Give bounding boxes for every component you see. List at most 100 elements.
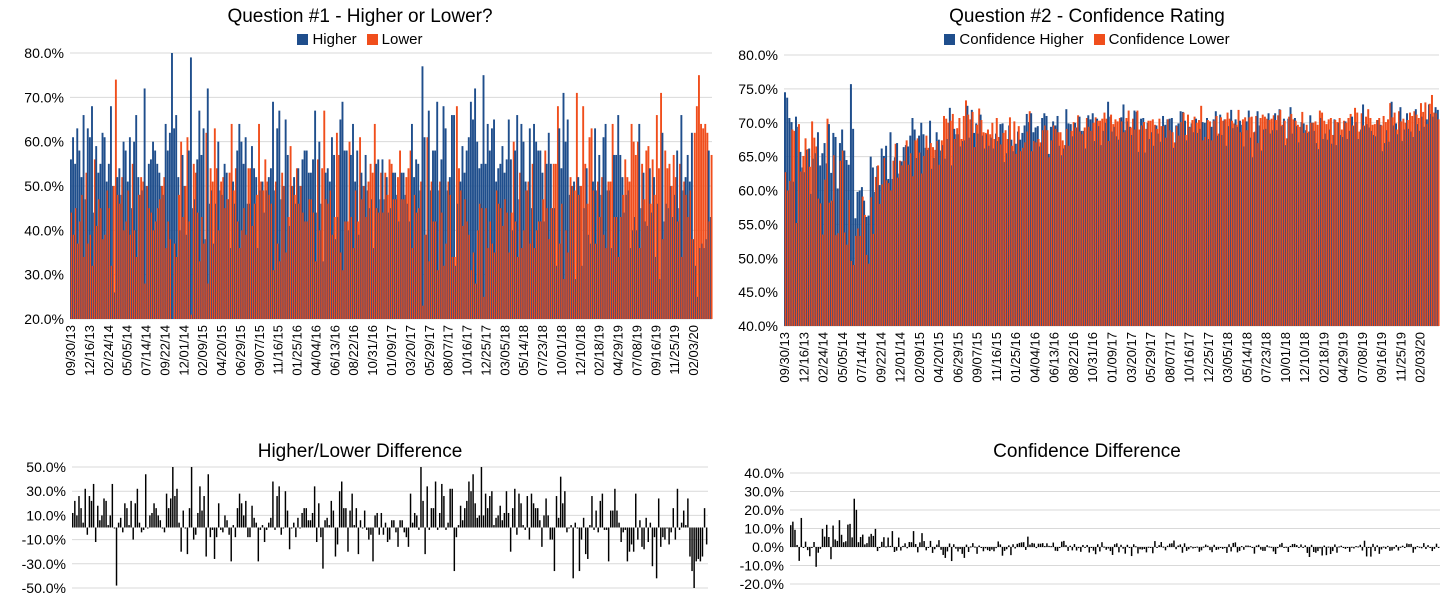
bar-difference [628, 527, 631, 552]
bar-difference [559, 476, 562, 528]
bar-difference [161, 527, 164, 529]
bar-difference [614, 488, 616, 528]
bar-difference [861, 534, 864, 547]
bar-difference [974, 546, 976, 548]
y-tick-label: -20.0% [740, 576, 784, 592]
bar-confidence-lower [1077, 115, 1080, 326]
bar-difference [1137, 547, 1139, 554]
bar-difference [902, 545, 904, 547]
bar-difference [247, 527, 249, 538]
bar-difference [449, 488, 451, 528]
bar-difference [124, 503, 126, 528]
bar-confidence-lower [824, 179, 827, 326]
bar-confidence-lower [1413, 111, 1416, 326]
bar-difference [167, 508, 170, 528]
bar-difference [97, 505, 99, 528]
bar-lower [481, 208, 484, 319]
bar-lower [399, 150, 401, 319]
bar-lower [133, 230, 136, 319]
x-tick-label: 02/18/19 [1316, 332, 1331, 383]
bar-lower [243, 208, 246, 319]
bar-confidence-lower [1059, 132, 1062, 326]
bar-difference [946, 547, 949, 552]
bar-difference [1368, 547, 1370, 548]
bar-difference [330, 500, 333, 528]
bar-lower [668, 163, 671, 319]
bar-lower [413, 194, 416, 319]
bar-confidence-lower [982, 132, 985, 326]
bar-difference [101, 515, 103, 528]
bar-confidence-lower [958, 118, 961, 326]
bar-lower [523, 230, 526, 319]
bar-difference [999, 544, 1002, 547]
bar-confidence-lower [1105, 118, 1108, 326]
bar-confidence-lower [1417, 118, 1420, 326]
bar-confidence-lower [1323, 120, 1326, 326]
bar-difference [678, 527, 681, 530]
bar-difference [84, 488, 86, 528]
bar-difference [209, 527, 212, 538]
bar-lower [319, 230, 322, 319]
bar-confidence-higher [849, 84, 852, 326]
bar-difference [1399, 546, 1402, 548]
bar-lower [91, 265, 94, 319]
bar-confidence-lower [1378, 118, 1381, 326]
bar-confidence-lower [1195, 122, 1198, 326]
bar-difference [878, 547, 881, 548]
bar-higher [602, 137, 605, 319]
bar-lower [308, 199, 311, 319]
y-tick-label: 80.0% [24, 45, 64, 61]
bar-difference [609, 510, 612, 528]
bar-difference [1224, 547, 1226, 549]
bar-lower [260, 181, 263, 319]
bar-confidence-lower [852, 265, 855, 326]
y-tick-label: 40.0% [738, 318, 778, 334]
bar-confidence-lower [1321, 112, 1324, 327]
bar-confidence-lower [795, 223, 798, 326]
bar-lower [514, 221, 517, 319]
bar-lower [234, 168, 237, 319]
bar-confidence-lower [857, 228, 860, 326]
y-tick-label: 50.0% [738, 250, 778, 266]
bar-difference [982, 547, 985, 552]
bar-confidence-lower [806, 149, 809, 326]
x-tick-label: 06/29/15 [950, 332, 965, 383]
bar-lower [230, 123, 233, 319]
bar-difference [215, 527, 218, 538]
bar-difference [853, 498, 855, 547]
bar-lower [460, 190, 463, 319]
bar-difference [670, 527, 672, 533]
bar-confidence-lower [1307, 131, 1310, 326]
x-tick-label: 10/31/16 [365, 325, 380, 376]
bar-confidence-lower [975, 124, 978, 326]
bar-difference [1355, 546, 1357, 548]
bar-lower [226, 199, 229, 319]
legend-swatch-lower [366, 34, 378, 45]
bar-difference [157, 515, 159, 528]
bar-confidence-lower [1112, 124, 1115, 326]
bar-higher [171, 53, 173, 319]
bar-difference [1016, 543, 1019, 547]
bar-confidence-lower [1017, 126, 1020, 326]
bar-difference [374, 515, 376, 528]
bar-difference [397, 527, 399, 547]
bar-confidence-lower [997, 136, 1000, 326]
bar-difference [514, 488, 516, 528]
bar-difference [1010, 547, 1012, 556]
bar-lower [106, 190, 109, 319]
bar-difference [478, 515, 481, 528]
x-tick-label: 11/16/15 [989, 332, 1004, 382]
bar-confidence-lower [1090, 130, 1093, 326]
bar-difference [1080, 547, 1082, 552]
bar-lower [700, 123, 703, 319]
x-tick-label: 09/30/13 [777, 332, 792, 383]
bar-higher [520, 123, 523, 319]
x-tick-label: 05/29/17 [1143, 332, 1158, 383]
bar-confidence-lower [877, 165, 880, 326]
bar-difference [313, 486, 316, 528]
bar-difference [953, 544, 955, 547]
bar-difference [1160, 542, 1163, 547]
bar-lower [628, 181, 631, 319]
bar-lower [430, 181, 433, 319]
bar-difference [274, 527, 276, 530]
